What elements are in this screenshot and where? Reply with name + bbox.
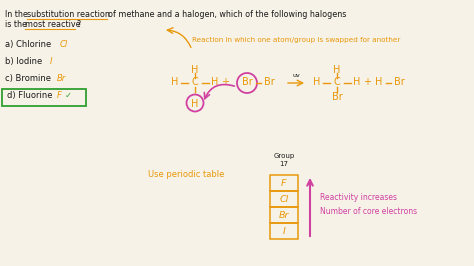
Bar [270, 191, 298, 207]
Text: Br: Br [279, 210, 289, 219]
Bar [270, 223, 298, 239]
Text: ✓: ✓ [65, 91, 72, 100]
Text: uv: uv [292, 73, 300, 78]
Text: is the: is the [5, 20, 27, 29]
Text: H: H [191, 99, 199, 109]
Text: H: H [171, 77, 179, 87]
Text: C: C [191, 77, 199, 87]
Text: a) Chlorine: a) Chlorine [5, 40, 51, 49]
Text: Br: Br [264, 77, 274, 87]
Text: +: + [363, 77, 371, 87]
Text: H: H [333, 65, 341, 75]
Text: of methane and a halogen, which of the following halogens: of methane and a halogen, which of the f… [108, 10, 346, 19]
Text: d) Fluorine: d) Fluorine [7, 91, 53, 100]
Text: +: + [221, 77, 229, 87]
Text: b) Iodine: b) Iodine [5, 57, 42, 66]
Text: 17: 17 [280, 161, 289, 167]
Text: Group: Group [273, 153, 295, 159]
Text: H: H [313, 77, 321, 87]
Text: F: F [57, 91, 62, 100]
Bar [270, 175, 298, 191]
Text: I: I [50, 57, 53, 66]
Text: ?: ? [76, 20, 80, 29]
Text: I: I [283, 227, 285, 235]
Text: H: H [191, 65, 199, 75]
Text: most reactive: most reactive [25, 20, 81, 29]
Bar [270, 207, 298, 223]
Text: Number of core electrons: Number of core electrons [320, 207, 417, 216]
Text: Use periodic table: Use periodic table [148, 170, 224, 179]
Text: substitution reaction: substitution reaction [27, 10, 110, 19]
Text: Reaction in which one atom/group is swapped for another: Reaction in which one atom/group is swap… [192, 37, 401, 43]
Text: Cl: Cl [279, 194, 289, 203]
Text: H: H [375, 77, 383, 87]
Text: H: H [353, 77, 361, 87]
Text: Br: Br [332, 92, 342, 102]
Text: Br: Br [57, 74, 66, 83]
Text: Br: Br [242, 77, 252, 87]
Text: Reactivity increases: Reactivity increases [320, 193, 397, 202]
Text: In the: In the [5, 10, 28, 19]
Text: F: F [281, 178, 287, 188]
Text: C: C [334, 77, 340, 87]
Text: Br: Br [393, 77, 404, 87]
Text: c) Bromine: c) Bromine [5, 74, 51, 83]
Text: H: H [211, 77, 219, 87]
Text: Cl: Cl [60, 40, 68, 49]
